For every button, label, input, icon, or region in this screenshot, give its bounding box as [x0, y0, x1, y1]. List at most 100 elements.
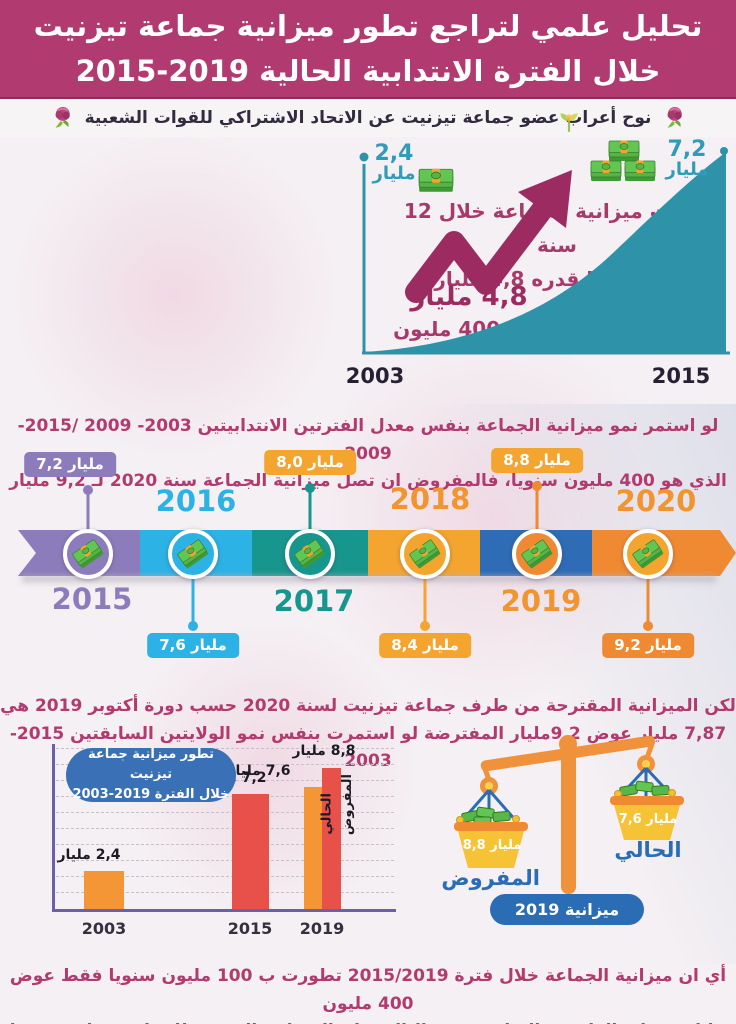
scale-value-current: 7,6 مليار: [618, 812, 678, 827]
timeline-year-2018: 2018: [389, 482, 471, 516]
money-in-basket-left: [456, 806, 520, 827]
area-chart-canvas: [359, 147, 730, 355]
timeline-year-2019: 2019: [500, 584, 582, 618]
gridline: [56, 828, 394, 829]
paragraph-proposed-budget: لكن الميزانية المقترحة من طرف جماعة تيزن…: [0, 693, 736, 776]
timeline-node-2019: [512, 529, 562, 579]
subtitle-bar: نوح أعراب عضو جماعة تيزنيت عن الاتحاد ال…: [0, 99, 736, 137]
timeline-value-2018: 8,4 مليار: [379, 633, 471, 658]
gridline: [56, 876, 394, 877]
bar-label-2019-current: 7,6 مليار: [227, 763, 291, 779]
rose-watermark: [10, 130, 340, 460]
money-in-basket-right: [614, 780, 676, 798]
timeline-dot: [420, 621, 430, 631]
end-marker-dot: [720, 147, 728, 155]
gridline: [56, 844, 394, 845]
bar-x-2015: 2015: [227, 919, 273, 938]
gridline: [56, 748, 394, 749]
scale-label-current: الحالي: [614, 838, 682, 862]
bar-2019-current: [304, 787, 322, 909]
rose-icon: [661, 105, 687, 131]
timeline-node-2020: [623, 529, 673, 579]
bar-2003: [84, 871, 124, 909]
paragraph-proposed-line1: لكن الميزانية المقترحة من طرف جماعة تيزن…: [0, 696, 736, 716]
axis-dot: [359, 152, 369, 162]
timeline-node-2017: [285, 529, 335, 579]
gridline: [56, 892, 394, 893]
growth-arrow-shaft: [405, 199, 553, 303]
basket-rim-right: [610, 796, 684, 805]
subtitle-text: نوح أعراب عضو جماعة تيزنيت عن الاتحاد ال…: [84, 108, 652, 128]
timeline-dot: [305, 483, 315, 493]
timeline-node-2018: [400, 529, 450, 579]
area-chart-year-end: 2015: [651, 364, 711, 388]
footer-line2: خلال سنوات الولايتين السابقتين. وبالتالي…: [10, 1021, 727, 1024]
timeline-connector: [308, 488, 312, 550]
bar-chart-y-axis: [52, 744, 55, 912]
timeline-value-2017: 8,0 مليار: [264, 450, 356, 475]
sprout-icon: [556, 108, 582, 134]
gridline: [56, 860, 394, 861]
timeline-year-2015: 2015: [51, 582, 133, 616]
timeline-dot: [188, 621, 198, 631]
scale-beam: [480, 735, 656, 772]
bar-x-2019: 2019: [299, 919, 345, 938]
growth-value-label: 4,8 مليار: [410, 282, 528, 312]
basket-right: [614, 805, 680, 840]
scale-pole: [561, 742, 576, 894]
page-title-line1: تحليل علمي لتراجع تطور ميزانية جماعة تيز…: [33, 8, 703, 43]
start-value-label: 2,4 مليار: [372, 141, 416, 185]
money-stack-icon: [418, 168, 454, 193]
bar-chart-x-axis: [52, 909, 396, 912]
footer-text: أي ان ميزانية الجماعة خلال فترة 2015/201…: [0, 963, 736, 1024]
end-value-label: 7,2 مليار: [665, 137, 709, 181]
paragraph-projection: لو استمر نمو ميزانية الجماعة بنفس معدل ا…: [0, 413, 736, 496]
scale-value-supposed: 8,8 مليار: [462, 838, 522, 853]
pulley-right-center: [642, 760, 650, 768]
budget-timeline: 7,2 مليار 2015 2016 7,6 مليار 8,0 مليار …: [0, 446, 736, 676]
gridline: [56, 812, 394, 813]
pulley-left-center: [485, 782, 493, 790]
footer-line1: أي ان ميزانية الجماعة خلال فترة 2015/201…: [9, 966, 727, 1014]
timeline-year-2016: 2016: [155, 484, 237, 518]
timeline-value-2020: 9,2 مليار: [602, 633, 694, 658]
bar-x-2003: 2003: [81, 919, 127, 938]
paragraph-projection-line1: لو استمر نمو ميزانية الجماعة بنفس معدل ا…: [17, 416, 719, 464]
bar-label-2019-supposed: 8,8 مليار: [292, 743, 356, 759]
paragraph-projection-line2: الذي هو 400 مليون سنويا، فالمفروض ان تصل…: [9, 471, 727, 492]
area-chart-year-start: 2003: [345, 364, 405, 388]
timeline-dot: [83, 485, 93, 495]
timeline-value-2015: 7,2 مليار: [24, 452, 116, 477]
bar-label-2003: 2,4 مليار: [57, 847, 121, 863]
timeline-connector: [423, 572, 427, 626]
timeline-value-2016: 7,6 مليار: [147, 633, 239, 658]
scale-label-supposed: المفروض: [441, 866, 540, 890]
basket-left: [458, 831, 524, 868]
bar-chart-title: تطور ميزانية جماعة تيزنيت خلال الفترة 20…: [66, 747, 236, 802]
timeline-year-2020: 2020: [615, 484, 697, 518]
timeline-connector: [86, 490, 90, 550]
basket-rim-left: [454, 822, 528, 831]
timeline-dot: [643, 621, 653, 631]
area-fill: [364, 152, 726, 352]
scale-caption: ميزانية 2019: [490, 894, 644, 925]
scale-graphic: [454, 735, 684, 894]
timeline-value-2019: 8,8 مليار: [491, 448, 583, 473]
bar-2019-supposed: [322, 768, 341, 909]
timeline-connector: [191, 572, 195, 626]
timeline-shadow: [22, 576, 716, 585]
budget-bar-chart: تطور ميزانية جماعة تيزنيت خلال الفترة 20…: [38, 740, 396, 938]
timeline-node-2015: [63, 529, 113, 579]
page-title-line2: خلال الفترة الانتدابية الحالية 2019-2015: [75, 53, 661, 88]
budget-growth-area-chart: 2,4 مليار 7,2 مليار 4,8 مليار: [352, 137, 734, 366]
timeline-year-2017: 2017: [273, 584, 355, 618]
timeline-connector: [535, 486, 539, 550]
growth-arrow-head: [518, 170, 572, 228]
budget-balance-scale: 8,8 مليار المفروض 7,6 مليار الحالي ميزان…: [424, 718, 734, 932]
bar-2015: [232, 794, 269, 909]
timeline-connector: [646, 572, 650, 626]
money-pile-icon: [590, 140, 656, 184]
rose-icon: [49, 105, 75, 131]
timeline-dot: [532, 481, 542, 491]
